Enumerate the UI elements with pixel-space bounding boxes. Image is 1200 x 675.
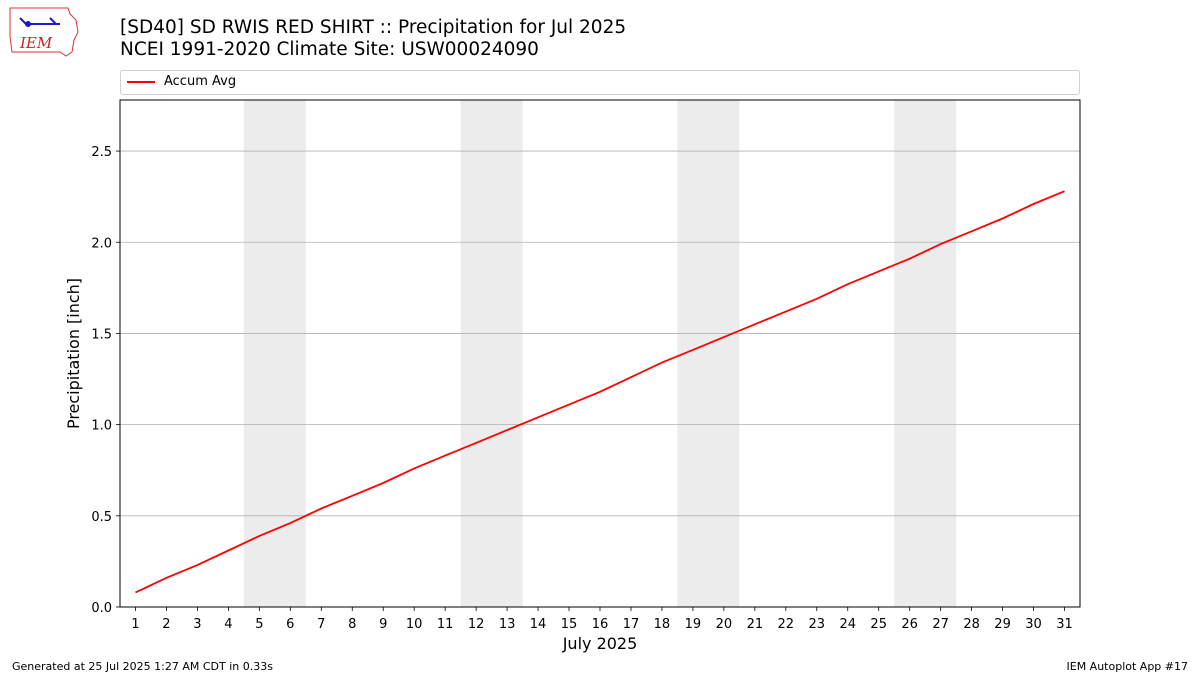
footer-generated-text: Generated at 25 Jul 2025 1:27 AM CDT in … xyxy=(12,660,273,673)
y-tick-label: 2.5 xyxy=(91,145,112,160)
x-tick-label: 20 xyxy=(716,617,733,632)
series-line-accum-avg xyxy=(135,190,1065,594)
x-tick-label: 3 xyxy=(193,617,201,632)
y-tick-label: 0.0 xyxy=(91,601,112,616)
x-tick-label: 14 xyxy=(530,617,547,632)
x-tick-label: 16 xyxy=(592,617,609,632)
x-tick-label: 4 xyxy=(224,617,232,632)
x-tick-label: 28 xyxy=(963,617,980,632)
legend-label: Accum Avg xyxy=(164,74,237,89)
legend: Accum Avg xyxy=(120,70,1080,95)
y-tick-label: 0.5 xyxy=(91,510,112,525)
x-tick-label: 6 xyxy=(286,617,294,632)
x-tick-label: 19 xyxy=(685,617,702,632)
x-tick-label: 10 xyxy=(406,617,423,632)
weekend-band xyxy=(460,100,523,607)
chart-title: [SD40] SD RWIS RED SHIRT :: Precipitatio… xyxy=(120,17,627,38)
x-tick-label: 30 xyxy=(1025,617,1042,632)
weekend-band xyxy=(894,100,957,607)
x-tick-label: 1 xyxy=(131,617,139,632)
weekend-band xyxy=(243,100,306,607)
x-tick-label: 11 xyxy=(437,617,454,632)
chart-subtitle: NCEI 1991-2020 Climate Site: USW00024090 xyxy=(120,39,539,60)
x-tick-label: 18 xyxy=(654,617,671,632)
legend-swatch xyxy=(127,81,155,83)
x-tick-label: 13 xyxy=(499,617,516,632)
weekend-band xyxy=(677,100,740,607)
logo-text: IEM xyxy=(19,34,53,52)
x-tick-label: 25 xyxy=(870,617,887,632)
x-tick-label: 2 xyxy=(162,617,170,632)
wind-barb-icon xyxy=(19,17,60,25)
x-axis-label: July 2025 xyxy=(562,634,638,653)
x-tick-label: 8 xyxy=(348,617,356,632)
x-tick-label: 7 xyxy=(317,617,325,632)
x-tick-label: 5 xyxy=(255,617,263,632)
iem-logo: IEM xyxy=(9,7,79,57)
y-axis-label: Precipitation [inch] xyxy=(64,278,83,429)
y-tick-label: 1.0 xyxy=(91,419,112,434)
x-tick-label: 23 xyxy=(809,617,826,632)
y-tick-label: 1.5 xyxy=(91,327,112,342)
plot-frame xyxy=(119,99,1081,608)
x-tick-label: 26 xyxy=(901,617,918,632)
footer-app-id: IEM Autoplot App #17 xyxy=(1066,660,1189,673)
x-tick-label: 17 xyxy=(623,617,640,632)
y-tick-label: 2.0 xyxy=(91,236,112,251)
x-tick-label: 29 xyxy=(994,617,1011,632)
x-tick-label: 22 xyxy=(778,617,795,632)
x-tick-label: 31 xyxy=(1056,617,1073,632)
x-tick-label: 9 xyxy=(379,617,387,632)
iowa-state-outline xyxy=(9,7,79,57)
x-tick-label: 24 xyxy=(839,617,856,632)
x-tick-label: 21 xyxy=(747,617,764,632)
x-tick-label: 27 xyxy=(932,617,949,632)
x-tick-label: 15 xyxy=(561,617,578,632)
x-tick-label: 12 xyxy=(468,617,485,632)
